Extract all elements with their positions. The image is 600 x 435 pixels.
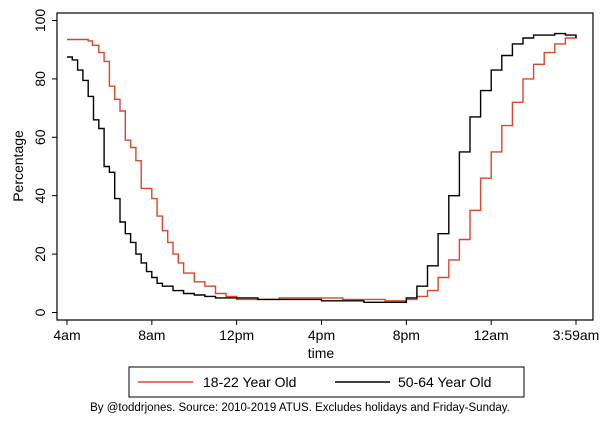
legend-box <box>128 366 525 398</box>
y-tick-label: 100 <box>32 9 48 33</box>
legend-label-50-64: 50-64 Year Old <box>398 374 491 390</box>
y-tick-label: 80 <box>32 71 48 87</box>
x-tick-label: 12am <box>474 327 509 343</box>
y-tick-label: 60 <box>32 129 48 145</box>
y-axis-title: Percentage <box>10 130 26 202</box>
y-tick-label: 20 <box>32 246 48 262</box>
x-tick-label: 8am <box>138 327 165 343</box>
series-group <box>67 32 577 303</box>
x-axis: 4am 8am 12pm 4pm 8pm 12am 3:59am <box>53 320 599 343</box>
y-tick-label: 40 <box>32 188 48 204</box>
x-tick-label: 4am <box>53 327 80 343</box>
x-tick-label: 3:59am <box>553 327 600 343</box>
legend: 18-22 Year Old 50-64 Year Old <box>128 366 525 398</box>
series-line-18-22 <box>67 35 577 302</box>
x-tick-label: 4pm <box>308 327 335 343</box>
source-caption: By @toddrjones. Source: 2010-2019 ATUS. … <box>90 402 510 414</box>
x-axis-title: time <box>308 345 335 361</box>
x-tick-label: 8pm <box>393 327 420 343</box>
y-tick-label: 0 <box>32 308 48 316</box>
plot-area-frame <box>56 12 594 321</box>
legend-label-18-22: 18-22 Year Old <box>203 374 296 390</box>
x-tick-label: 12pm <box>219 327 254 343</box>
series-line-50-64 <box>67 32 577 303</box>
y-axis: 0 20 40 60 80 100 <box>32 9 57 316</box>
